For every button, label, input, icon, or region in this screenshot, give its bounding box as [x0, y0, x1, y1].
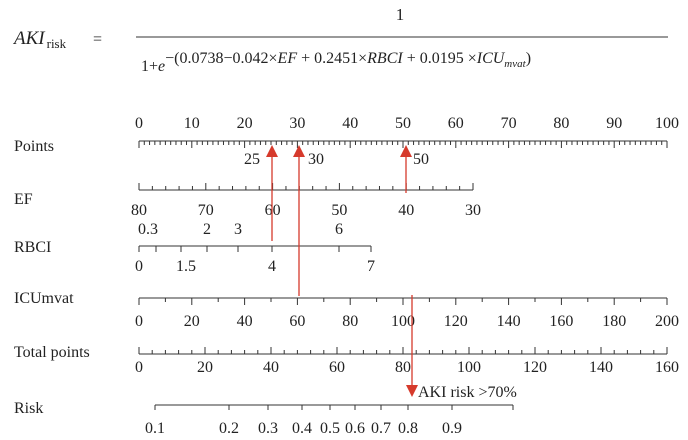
formula-equals: = — [93, 31, 102, 48]
ef-label: EF — [14, 191, 33, 208]
icumvat-tick-label: 180 — [602, 313, 626, 330]
total-tick-label: 0 — [135, 359, 143, 376]
icumvat-tick-label: 100 — [391, 313, 415, 330]
rbci-label: RBCI — [14, 239, 51, 256]
icumvat-tick-label: 120 — [444, 313, 468, 330]
risk-tick-label: 0.5 — [320, 420, 340, 437]
formula-numerator: 1 — [396, 5, 405, 24]
marker-25: 25 — [244, 151, 260, 168]
risk-tick-label: 0.2 — [219, 420, 239, 437]
points-tick-label: 80 — [553, 115, 569, 132]
total-tick-label: 160 — [655, 359, 679, 376]
rbci-top-label: 3 — [234, 221, 242, 238]
points-label: Points — [14, 138, 54, 155]
points-tick-label: 40 — [342, 115, 358, 132]
formula-denominator: 1+e−(0.0738−0.042×EF + 0.2451×RBCI + 0.0… — [141, 50, 531, 75]
total-tick-label: 20 — [197, 359, 213, 376]
risk-tick-label: 0.1 — [145, 420, 165, 437]
marker-50: 50 — [413, 151, 429, 168]
icumvat-tick-label: 80 — [342, 313, 358, 330]
points-tick-label: 0 — [135, 115, 143, 132]
points-axis: 0 10 20 30 40 50 60 70 80 90 100 — [135, 115, 679, 148]
icumvat-tick-label: 140 — [497, 313, 521, 330]
icumvat-tick-label: 40 — [237, 313, 253, 330]
total-tick-label: 140 — [589, 359, 613, 376]
total-tick-label: 120 — [523, 359, 547, 376]
rbci-axis: 0.3 2 3 6 0 1.5 4 7 — [135, 221, 375, 275]
icumvat-tick-label: 60 — [289, 313, 305, 330]
points-tick-label: 30 — [289, 115, 305, 132]
risk-tick-label: 0.7 — [371, 420, 391, 437]
icumvat-axis: 0 20 40 60 80 100 120 140 160 180 200 — [135, 297, 679, 330]
ef-tick-label: 50 — [331, 202, 347, 219]
total-tick-label: 80 — [395, 359, 411, 376]
points-tick-label: 70 — [501, 115, 517, 132]
risk-axis: 0.1 0.2 0.3 0.4 0.5 0.6 0.7 0.8 0.9 — [145, 404, 514, 437]
risk-tick-label: 0.6 — [345, 420, 365, 437]
rbci-top-label: 0.3 — [138, 221, 158, 238]
risk-annotation: AKI risk >70% — [418, 384, 517, 401]
formula: AKI risk = 1 1+e−(0.0738−0.042×EF + 0.245… — [12, 5, 668, 75]
total-tick-label: 40 — [263, 359, 279, 376]
ef-tick-label: 30 — [465, 202, 481, 219]
rbci-top-label: 6 — [335, 221, 343, 238]
rbci-bottom-label: 7 — [367, 258, 375, 275]
rbci-bottom-label: 4 — [268, 258, 276, 275]
risk-tick-label: 0.8 — [398, 420, 418, 437]
marker-30: 30 — [308, 151, 324, 168]
total-tick-label: 100 — [457, 359, 481, 376]
total-tick-label: 60 — [329, 359, 345, 376]
rbci-bottom-label: 1.5 — [176, 258, 196, 275]
points-tick-label: 10 — [184, 115, 200, 132]
points-tick-label: 20 — [237, 115, 253, 132]
ef-tick-label: 70 — [198, 202, 214, 219]
risk-tick-label: 0.3 — [258, 420, 278, 437]
icumvat-tick-label: 160 — [549, 313, 573, 330]
arrows — [266, 145, 418, 397]
ef-tick-label: 40 — [398, 202, 414, 219]
total-points-label: Total points — [14, 344, 90, 361]
rbci-bottom-label: 0 — [135, 258, 143, 275]
icumvat-tick-label: 20 — [184, 313, 200, 330]
points-tick-label: 100 — [655, 115, 679, 132]
formula-lhs: AKI risk — [12, 28, 67, 51]
icumvat-label: ICUmvat — [14, 290, 74, 307]
icumvat-tick-label: 200 — [655, 313, 679, 330]
points-tick-label: 50 — [395, 115, 411, 132]
ef-tick-label: 80 — [131, 202, 147, 219]
risk-tick-label: 0.4 — [292, 420, 312, 437]
rbci-top-label: 2 — [203, 221, 211, 238]
points-tick-label: 60 — [448, 115, 464, 132]
points-tick-label: 90 — [606, 115, 622, 132]
risk-tick-label: 0.9 — [442, 420, 462, 437]
ef-axis: 807060504030 — [131, 183, 481, 219]
risk-label: Risk — [14, 400, 43, 417]
total-points-axis: 0 20 40 60 80 100 120 140 160 — [135, 347, 679, 376]
icumvat-tick-label: 0 — [135, 313, 143, 330]
